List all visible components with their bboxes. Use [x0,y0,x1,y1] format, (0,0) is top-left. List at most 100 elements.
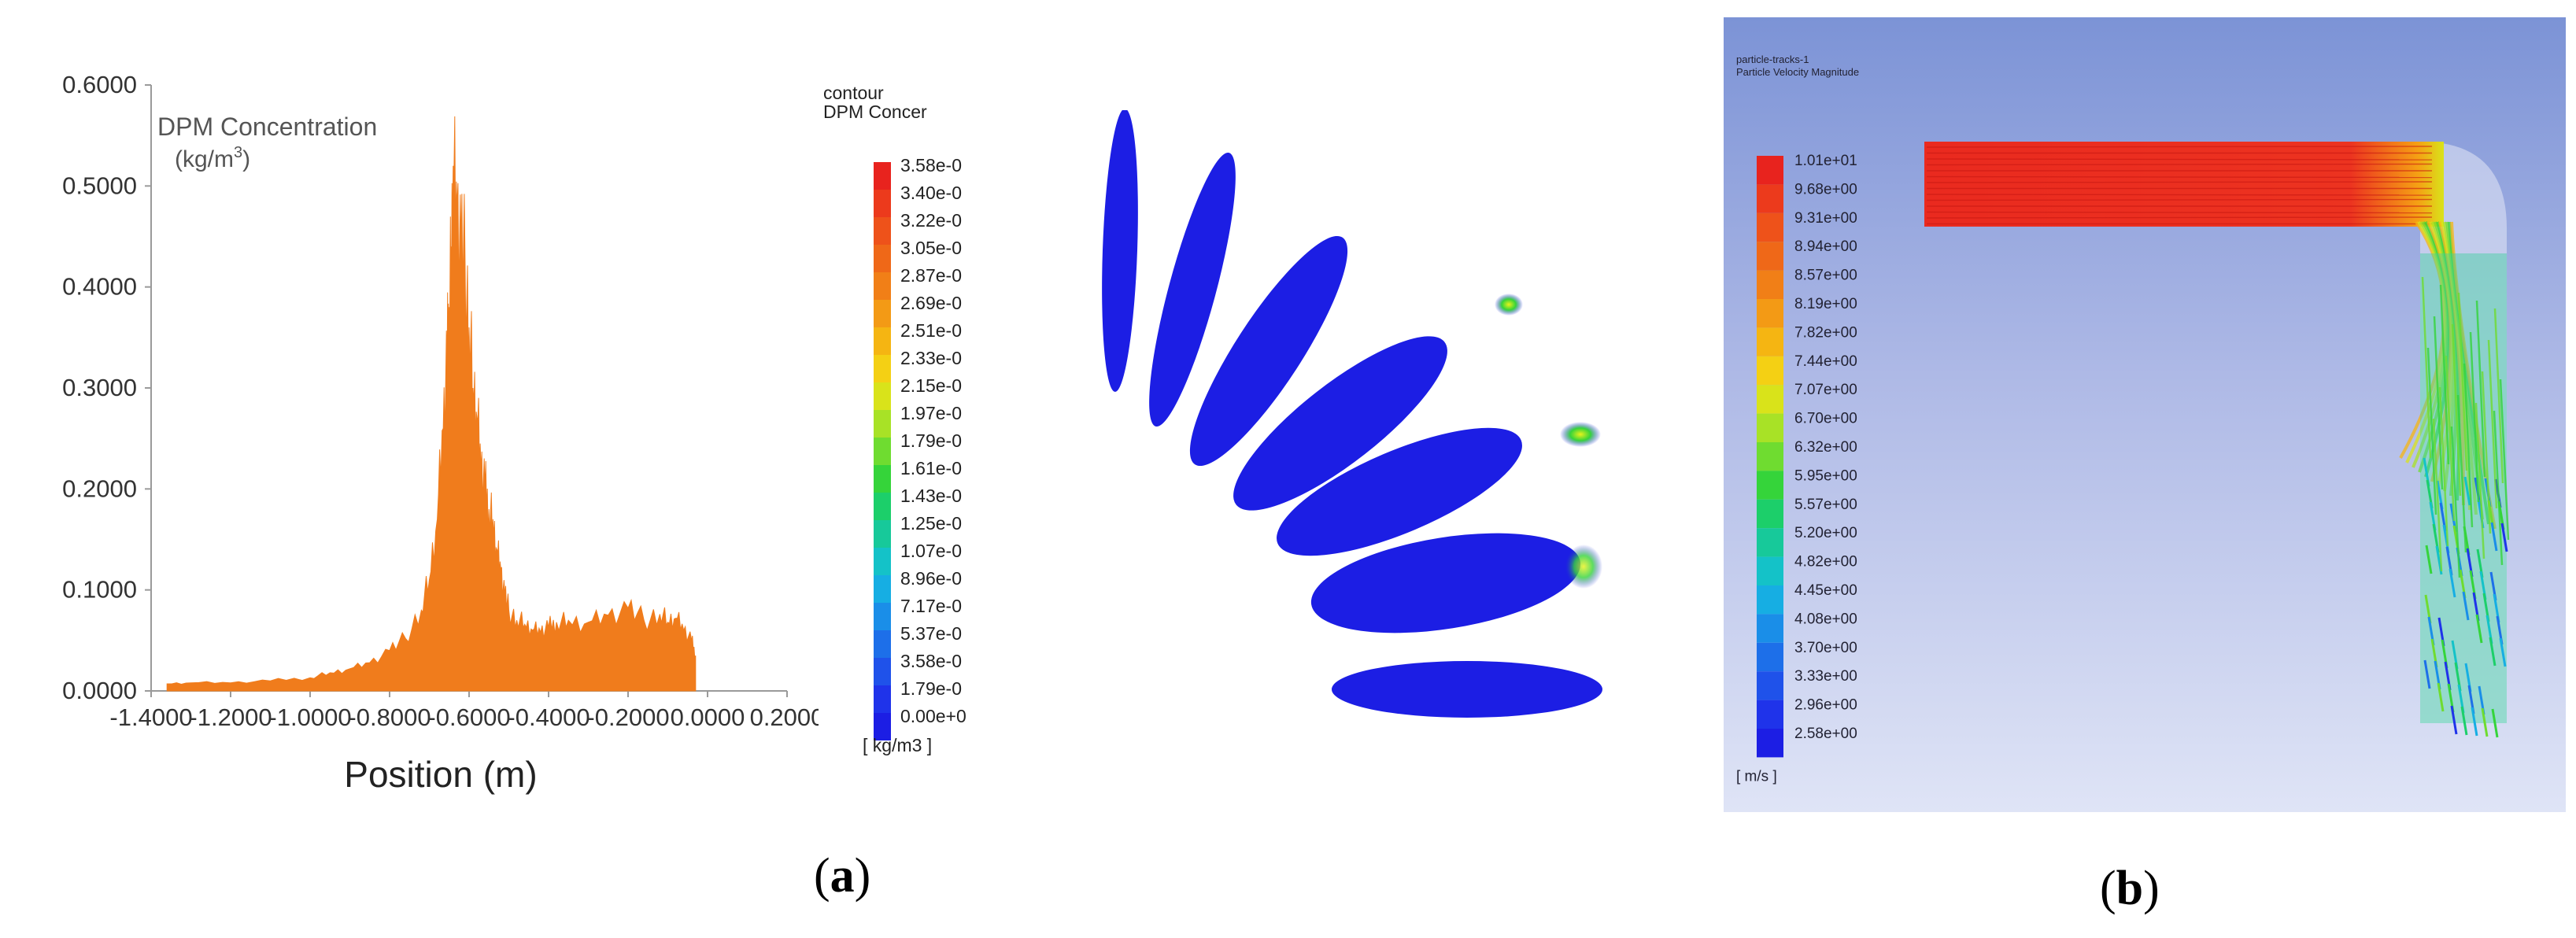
contour-legend-level: 2.87e-0 [900,265,962,286]
contour-legend-level: 2.33e-0 [900,348,962,368]
x-tick-label: -0.4000 [507,704,589,731]
contour-legend-title: contour [823,83,884,103]
y-tick-label: 0.1000 [62,576,137,604]
tracks-legend-level: 2.58e+00 [1794,726,1857,742]
dpm-concentration-plot: 0.0000 0.1000 0.2000 0.3000 0.4000 0.5000 0.60… [0,0,1023,834]
tracks-legend-level: 4.82e+00 [1794,554,1857,571]
tracks-legend-swatch [1757,270,1783,299]
contour-legend-swatch [874,520,891,548]
vertical-track [2500,523,2508,552]
tracks-legend-level: 2.96e+00 [1794,697,1857,714]
hotspot-5 [1560,422,1601,447]
vertical-track [2456,394,2467,553]
tracks-legend-swatch [1757,299,1783,328]
vertical-track [2433,316,2444,490]
tracks-legend-level: 6.32e+00 [1794,439,1857,456]
tracks-legend-swatch [1757,671,1783,700]
vertical-track [2474,402,2485,559]
track-line [1926,175,2433,179]
tracks-legend-level: 8.94e+00 [1794,238,1857,255]
contour-legend-level: 5.37e-0 [900,623,962,644]
dpm-concentration-area [166,116,697,692]
tracks-legend-swatch [1757,385,1783,414]
vertical-track [2448,568,2456,598]
tracks-legend-swatch [1757,499,1783,529]
vertical-track [2445,355,2456,522]
contour-legend-level: 3.22e-0 [900,210,962,231]
contour-legend-level: 3.40e-0 [900,183,962,203]
contour-legend-swatch [874,465,891,493]
vertical-track [2471,707,2478,737]
particle-tracks-panel: particle-tracks-1 Particle Velocity Magni… [1724,17,2566,812]
tracks-legend-swatch [1757,413,1783,442]
tracks-legend-swatch [1757,471,1783,500]
tracks-legend-swatch [1757,327,1783,356]
track-line [1926,194,2433,196]
tracks-legend-swatch [1757,356,1783,386]
contour-legend-level: 1.97e-0 [900,403,962,423]
track-line [1926,198,2433,201]
tracks-legend-level: 6.70e+00 [1794,411,1857,427]
vertical-track [2450,705,2458,735]
contour-legend-level: 1.25e-0 [900,513,962,534]
tracks-title: particle-tracks-1 [1736,54,1809,65]
track-line [1926,163,2433,166]
tracks-legend-level: 8.19e+00 [1794,296,1857,312]
x-axis-label: Position (m) [344,754,537,795]
cross-section-5 [1277,427,1522,556]
y-tick-label: 0.5000 [62,172,137,199]
x-tick-label: -1.4000 [109,704,192,731]
contour-legend-swatch [874,327,891,355]
tracks-legend-level: 7.07e+00 [1794,382,1857,398]
vertical-track [2438,386,2449,547]
contour-legend-swatch [874,438,891,465]
tracks-legend-swatch [1757,156,1783,185]
contour-legend-swatch [874,493,891,520]
contour-legend-level: 2.69e-0 [900,293,962,313]
tracks-legend-level: 3.70e+00 [1794,640,1857,656]
contour-legend-unit: [ kg/m3 ] [863,735,932,755]
vertical-track [2462,591,2470,621]
caption-a: (a) [814,849,871,903]
contour-legend-level: 1.79e-0 [900,678,962,699]
vertical-track [2439,284,2450,465]
vertical-track [2463,476,2471,506]
vertical-track [2451,323,2462,497]
track-line [1926,211,2433,214]
vertical-track [2475,300,2486,478]
contour-legend-swatch [874,245,891,272]
vertical-track [2499,637,2507,667]
contour-legend-swatch [874,300,891,327]
contour-legend-subtitle: DPM Concer [823,102,927,122]
track-line [1926,216,2433,219]
vertical-track [2499,379,2510,541]
y-tick-label: 0.4000 [62,273,137,301]
contour-legend-level: 1.07e-0 [900,541,962,561]
contour-legend-level: 3.58e-0 [900,651,962,671]
contour-legend: contour DPM Concer 3.58e-0 3.40e-0 3.22e-0 3.… [819,76,976,768]
y-tick-label: 0.3000 [62,374,137,401]
x-tick-label: -0.2000 [586,704,669,731]
tracks-legend-swatch [1757,614,1783,643]
y-tick-label: 0.0000 [62,677,137,704]
tracks-legend-swatch [1757,729,1783,758]
tracks-legend-level: 7.44e+00 [1794,353,1857,370]
contour-legend-level: 1.79e-0 [900,430,962,451]
tracks-legend-level: 4.45e+00 [1794,582,1857,599]
vertical-track [2450,426,2461,578]
horizontal-track-band [1924,142,2444,227]
cross-section-4 [1233,336,1447,511]
tracks-legend-level: 7.82e+00 [1794,324,1857,341]
tracks-legend-level: 3.33e+00 [1794,668,1857,685]
cross-section-contours [1055,109,1684,740]
tracks-legend-level: 5.57e+00 [1794,497,1857,513]
x-tick-label: -0.6000 [427,704,510,731]
cross-section-svg [1102,109,1602,718]
x-tick-label: 0.2000 [750,704,819,731]
tracks-legend-swatch [1757,585,1783,615]
tracks-legend-level: 5.95e+00 [1794,467,1857,484]
tracks-legend-level: 9.68e+00 [1794,181,1857,198]
contour-legend-swatch [874,548,891,575]
contour-legend-swatch [874,355,891,382]
